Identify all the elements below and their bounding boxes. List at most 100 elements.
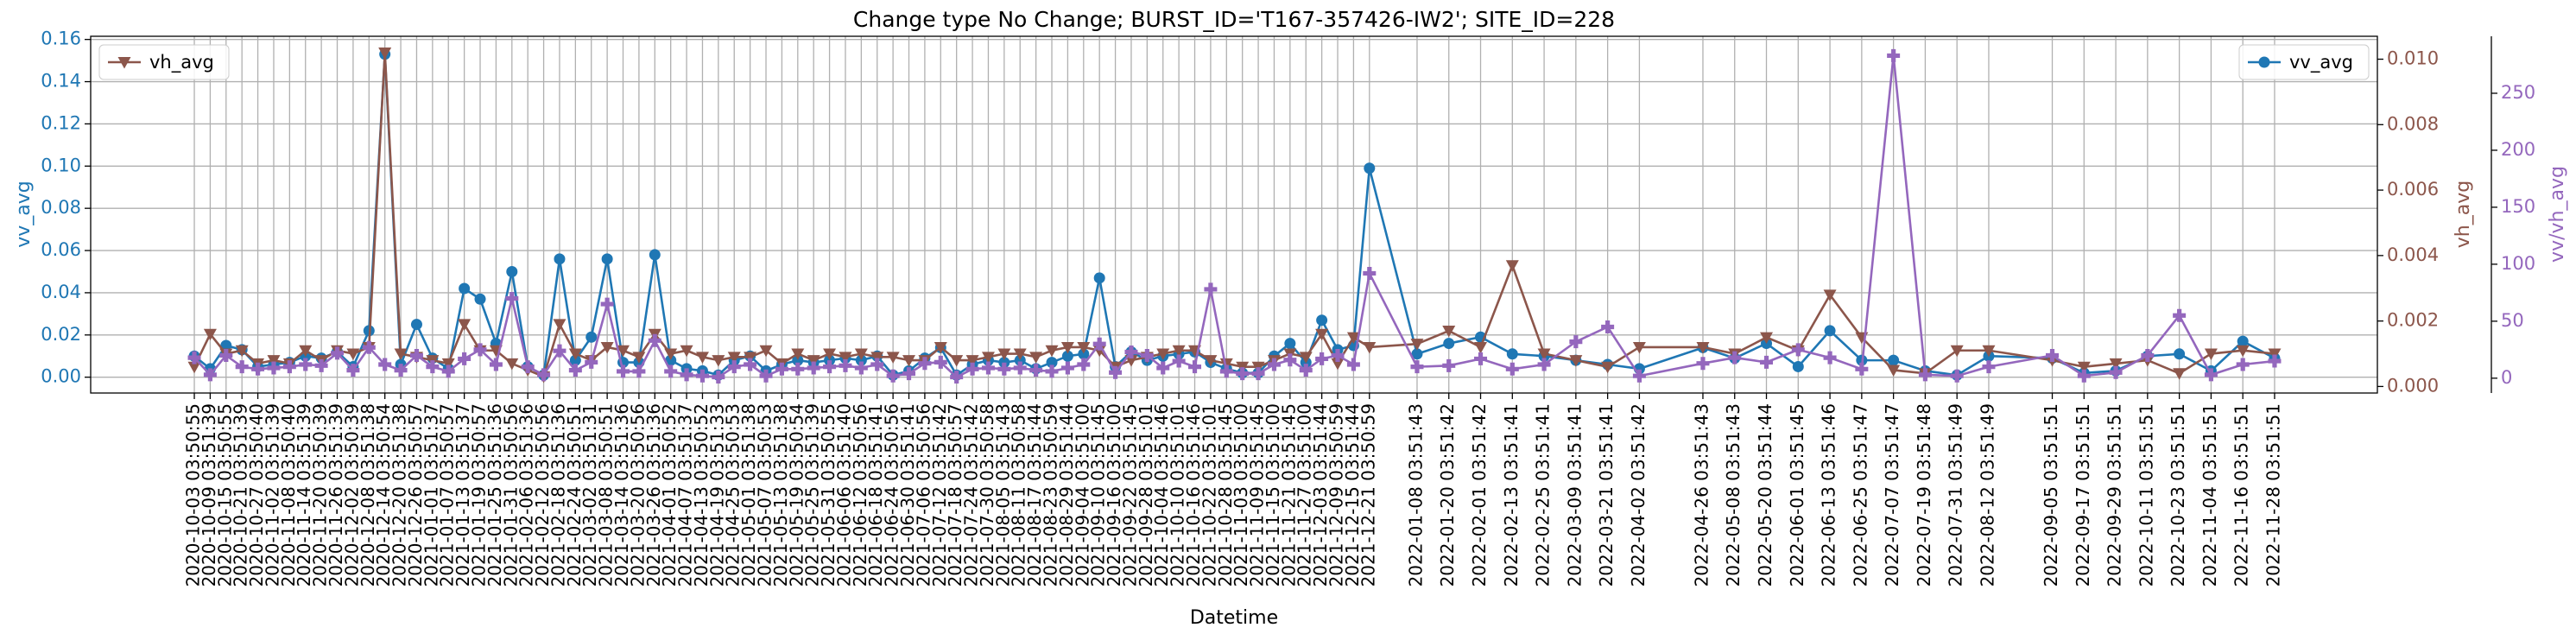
x-tick-label: 2021-08-23 03:50:59 bbox=[1041, 403, 1061, 586]
marker bbox=[839, 358, 852, 372]
y2-tick-label: 0.000 bbox=[2387, 375, 2439, 396]
series-line bbox=[193, 52, 2275, 378]
y3-axis-label: vv/vh_avg bbox=[2547, 166, 2568, 263]
x-tick-label: 2021-01-01 03:51:37 bbox=[421, 403, 441, 586]
marker bbox=[695, 369, 709, 383]
marker bbox=[665, 354, 677, 366]
x-tick-label: 2022-02-01 03:51:42 bbox=[1469, 403, 1490, 586]
marker bbox=[220, 339, 232, 352]
marker bbox=[2237, 335, 2249, 347]
marker bbox=[2204, 368, 2218, 382]
x-tick-label: 2020-10-27 03:50:40 bbox=[246, 403, 267, 586]
marker bbox=[1760, 332, 1774, 345]
x-tick-label: 2020-10-03 03:50:55 bbox=[183, 403, 204, 586]
marker bbox=[1315, 328, 1329, 341]
marker bbox=[649, 249, 661, 261]
marker bbox=[1014, 354, 1026, 366]
marker bbox=[394, 364, 408, 377]
marker bbox=[997, 348, 1011, 361]
marker bbox=[2204, 348, 2218, 361]
marker bbox=[1696, 341, 1710, 354]
marker bbox=[854, 348, 868, 361]
marker bbox=[314, 358, 328, 372]
marker bbox=[902, 367, 916, 381]
marker bbox=[219, 348, 233, 362]
x-tick-label: 2021-06-06 03:51:40 bbox=[833, 403, 854, 586]
x-tick-label: 2022-06-01 03:51:45 bbox=[1787, 403, 1807, 586]
marker bbox=[965, 355, 979, 367]
marker bbox=[282, 360, 296, 374]
x-tick-label: 2020-12-02 03:50:39 bbox=[341, 403, 362, 586]
x-tick-label: 2021-10-16 03:51:46 bbox=[1183, 403, 1204, 586]
x-tick-label: 2021-09-22 03:51:45 bbox=[1119, 403, 1140, 586]
marker bbox=[394, 348, 408, 361]
x-tick-label: 2022-09-17 03:51:51 bbox=[2073, 403, 2093, 586]
marker bbox=[1124, 345, 1138, 358]
x-tick-label: 2020-11-26 03:51:39 bbox=[326, 403, 346, 586]
marker bbox=[1315, 352, 1329, 365]
x-tick-label: 2020-11-08 03:50:40 bbox=[278, 403, 299, 586]
y2-tick-label: 0.006 bbox=[2387, 179, 2439, 200]
y2-tick-label: 0.008 bbox=[2387, 113, 2439, 134]
marker bbox=[1728, 351, 1742, 365]
marker bbox=[267, 355, 281, 367]
x-tick-label: 2021-06-24 03:50:56 bbox=[882, 403, 902, 586]
y3-tick-label: 0 bbox=[2501, 367, 2512, 388]
marker bbox=[1013, 361, 1027, 375]
marker bbox=[1346, 332, 1360, 345]
x-tick-label: 2021-12-09 03:50:59 bbox=[1326, 403, 1347, 586]
marker bbox=[712, 355, 725, 367]
marker bbox=[1109, 365, 1123, 379]
marker bbox=[712, 371, 725, 384]
marker bbox=[2173, 308, 2187, 322]
marker bbox=[1569, 355, 1583, 367]
marker bbox=[1537, 348, 1551, 361]
marker bbox=[632, 365, 646, 378]
x-tick-label: 2022-06-25 03:51:47 bbox=[1850, 403, 1870, 586]
x-tick-label: 2021-01-31 03:50:56 bbox=[500, 403, 521, 586]
chart-title: Change type No Change; BURST_ID='T167-35… bbox=[853, 7, 1615, 32]
marker bbox=[997, 362, 1011, 376]
marker bbox=[934, 355, 947, 369]
x-tick-label: 2022-07-19 03:51:48 bbox=[1914, 403, 1934, 586]
x-tick-label: 2021-10-22 03:51:01 bbox=[1199, 403, 1219, 586]
marker bbox=[600, 341, 614, 354]
x-tick-label: 2021-06-30 03:51:41 bbox=[897, 403, 918, 586]
x-tick-label: 2021-03-20 03:50:56 bbox=[627, 403, 648, 586]
marker bbox=[886, 352, 900, 364]
marker bbox=[1283, 353, 1297, 367]
marker bbox=[1078, 348, 1090, 360]
x-tick-label: 2021-08-11 03:50:58 bbox=[1009, 403, 1029, 586]
x-tick-label: 2022-07-07 03:51:47 bbox=[1882, 403, 1902, 586]
marker bbox=[1982, 360, 1996, 374]
y-tick-label: 0.00 bbox=[41, 366, 81, 387]
x-tick-label: 2022-08-12 03:51:49 bbox=[1977, 403, 1997, 586]
marker bbox=[775, 362, 788, 376]
x-tick-label: 2022-04-02 03:51:42 bbox=[1628, 403, 1649, 586]
x-tick-label: 2022-05-08 03:51:43 bbox=[1723, 403, 1744, 586]
marker bbox=[1045, 365, 1059, 378]
marker bbox=[950, 371, 964, 384]
x-tick-label: 2020-11-02 03:51:39 bbox=[262, 403, 282, 586]
x-axis-label: Datetime bbox=[1190, 607, 1278, 629]
x-tick-label: 2021-07-30 03:50:58 bbox=[977, 403, 997, 586]
marker bbox=[458, 352, 472, 365]
marker bbox=[2258, 56, 2270, 68]
legend-label: vh_avg bbox=[149, 52, 214, 73]
marker bbox=[1855, 362, 1869, 376]
marker bbox=[458, 319, 472, 331]
x-tick-label: 2020-12-14 03:50:54 bbox=[373, 403, 394, 586]
marker bbox=[1696, 357, 1710, 371]
x-tick-label: 2022-02-13 03:51:41 bbox=[1501, 403, 1522, 586]
x-tick-label: 2022-11-04 03:51:51 bbox=[2199, 403, 2220, 586]
x-tick-label: 2021-10-04 03:51:46 bbox=[1151, 403, 1172, 586]
marker bbox=[1888, 354, 1900, 366]
x-tick-label: 2022-03-09 03:51:41 bbox=[1564, 403, 1585, 586]
x-tick-label: 2021-11-15 03:51:00 bbox=[1263, 403, 1283, 586]
x-tick-label: 2020-11-20 03:50:39 bbox=[310, 403, 331, 586]
marker bbox=[1982, 345, 1996, 358]
y2-tick-label: 0.004 bbox=[2387, 244, 2439, 265]
marker bbox=[1156, 361, 1170, 375]
y-tick-label: 0.08 bbox=[41, 197, 81, 218]
